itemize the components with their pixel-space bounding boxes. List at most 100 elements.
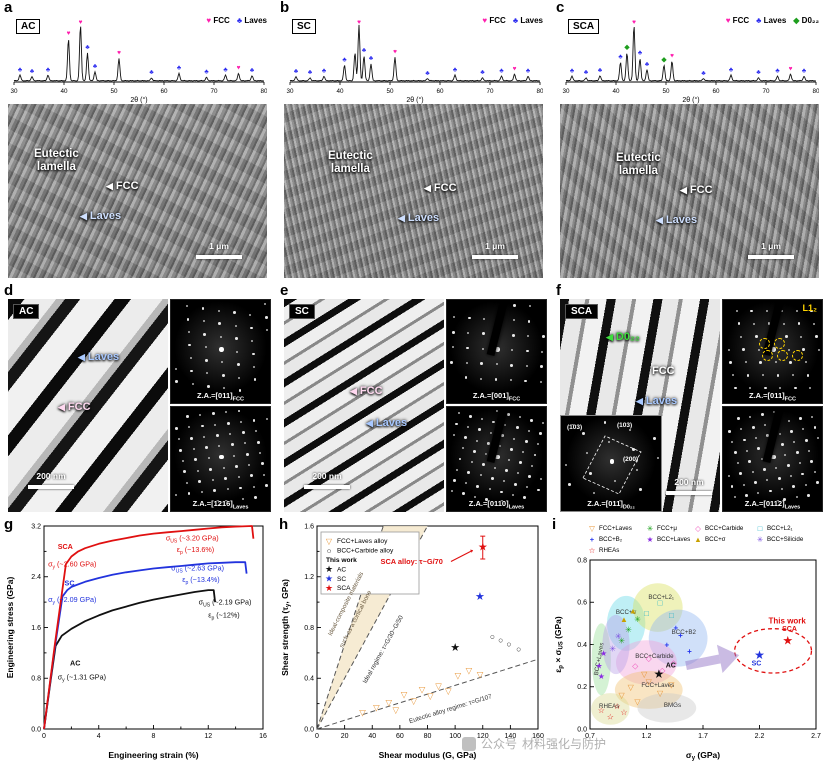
diffraction-spot	[731, 441, 734, 443]
zone-axis-text: Z.A.=[001]	[472, 390, 509, 400]
diffraction-spot	[479, 377, 482, 380]
xrd-legend-item: ♥ FCC	[206, 16, 230, 25]
diffraction-spot	[751, 425, 755, 429]
xrd-plot-c: 30 40 50 60 70 80 2θ (°) ♣ ♣ ♣ ♣ ◆ ♥ ♣ ♣ ◆ ♥ ♣ ♣ ♣ ♣ ♥ ♣ SCA ♥…	[560, 16, 819, 104]
laves-label: Laves	[645, 395, 678, 407]
diffraction-spot	[461, 447, 464, 450]
svg-text:εp​ (~13.4%): εp​ (~13.4%)	[182, 575, 219, 586]
diffraction-spot	[528, 474, 532, 478]
svg-text:▽: ▽	[401, 690, 408, 700]
diffraction-spot	[504, 423, 507, 426]
diffraction-spot	[190, 369, 194, 373]
diffraction-spot	[730, 485, 734, 488]
arrowhead-icon: ◀	[80, 210, 87, 221]
svg-text:☆: ☆	[607, 712, 614, 721]
svg-text:Engineering strain (%): Engineering strain (%)	[108, 750, 198, 760]
diffraction-spot	[505, 469, 508, 472]
diffraction-spot	[499, 490, 503, 494]
svg-text:Engineering stress (GPa): Engineering stress (GPa)	[5, 577, 15, 679]
svg-text:0.6: 0.6	[577, 600, 587, 607]
scale-bar	[28, 485, 74, 489]
superlattice-circle	[776, 350, 788, 362]
diffraction-spot	[214, 423, 217, 426]
svg-text:☆: ☆	[598, 705, 605, 714]
scale-label: 1 μm	[209, 241, 229, 251]
diffraction-spot	[239, 486, 243, 490]
diffraction-spot	[250, 474, 253, 478]
diffraction-spot	[235, 465, 238, 468]
svg-text:60: 60	[712, 88, 720, 95]
diffraction-spot	[526, 349, 529, 353]
arrowhead-icon: ◀	[78, 351, 85, 362]
zone-axis-caption: Z.A.=[011̄0]Laves	[447, 499, 546, 511]
diffraction-spot	[533, 453, 537, 457]
diffraction-spot	[174, 367, 177, 370]
diffraction-spot	[766, 479, 769, 482]
svg-text:♣: ♣	[46, 66, 51, 73]
diffraction-spot	[511, 493, 514, 496]
wechat-icon	[462, 736, 476, 751]
svg-text:BCC+σ: BCC+σ	[705, 536, 726, 543]
diffraction-parallelogram	[582, 435, 642, 495]
laves-label: Laves	[87, 351, 120, 363]
diffraction-spot	[175, 427, 178, 431]
zone-axis-phase: FCC	[784, 396, 796, 402]
diffraction-spot	[191, 382, 194, 385]
panel-d: d AC ◀ Laves ◀ FCC 200 nm Z.A.=[011]FCC Z.…	[2, 282, 273, 516]
diffraction-spot	[450, 360, 454, 364]
diffraction-spot	[480, 362, 484, 366]
diffraction-spot	[511, 333, 515, 337]
diffraction-spot	[225, 411, 228, 414]
zone-axis-caption: Z.A.=[011̄]D0₂₂	[561, 499, 661, 511]
diffraction-spot	[249, 314, 252, 317]
diffraction-spot	[260, 462, 264, 466]
svg-text:▽: ▽	[477, 669, 484, 679]
svg-text:0.7: 0.7	[585, 733, 595, 740]
fcc-phase-label: ◀ FCC	[58, 401, 91, 413]
diffraction-spot	[793, 386, 797, 390]
svg-text:σy​ (~2.60 GPa): σy​ (~2.60 GPa)	[48, 560, 96, 571]
diffraction-spot	[475, 439, 478, 442]
diffraction-spot	[215, 434, 219, 437]
svg-text:▽: ▽	[392, 705, 399, 715]
diffraction-spot	[742, 348, 745, 351]
panel-h: h 0 20 40 60 80 100 120 140 160 0.0 0.4 0.8 1.2 1.6 Sh…	[277, 516, 547, 763]
d022-label: D0₂₂	[615, 331, 640, 343]
svg-text:○: ○	[498, 635, 503, 645]
tem-image-d: AC ◀ Laves ◀ FCC 200 nm	[8, 299, 168, 512]
diffraction-spot	[739, 472, 743, 476]
svg-text:▽: ▽	[359, 708, 366, 718]
diffraction-spot	[814, 335, 818, 339]
diffraction-spot	[478, 428, 481, 432]
svg-text:0.0: 0.0	[31, 726, 41, 733]
diffraction-spot	[200, 424, 204, 428]
diffraction-spot	[230, 443, 234, 447]
svg-text:0.8: 0.8	[304, 625, 314, 632]
diffraction-spot	[203, 332, 207, 336]
zone-axis-phase: FCC	[508, 396, 521, 402]
panel-letter-d: d	[4, 282, 14, 299]
diffraction-spot	[751, 470, 754, 473]
svg-text:1.6: 1.6	[304, 523, 314, 530]
diffraction-spot	[800, 335, 803, 338]
zone-axis-caption: Z.A.=[011]FCC	[171, 391, 270, 403]
tem-image-f: SCA ◀ D0₂₂ FCC ◀ Laves 200 nm (1̄03) (103)…	[560, 299, 720, 512]
diffraction-spot	[237, 409, 241, 413]
diffraction-spot	[237, 476, 240, 479]
eutectic-label-line2: lamella	[330, 163, 370, 175]
diffraction-spot	[265, 418, 268, 421]
diffraction-spot	[527, 335, 530, 338]
svg-text:εp​ (~12%): εp​ (~12%)	[208, 610, 239, 621]
diffraction-spot	[499, 445, 502, 448]
svg-text:70: 70	[762, 88, 770, 95]
diffraction-spot	[256, 440, 260, 444]
svg-text:0.8: 0.8	[577, 557, 587, 564]
diffraction-spot	[235, 337, 238, 341]
svg-text:◇: ◇	[695, 524, 702, 533]
svg-text:□: □	[758, 524, 763, 533]
panel-letter-i: i	[552, 516, 557, 533]
diffraction-spot	[727, 348, 730, 351]
svg-text:♣: ♣	[322, 68, 327, 75]
zone-axis-phase: D0₂₂	[622, 504, 635, 510]
diffraction-spot	[526, 486, 529, 489]
